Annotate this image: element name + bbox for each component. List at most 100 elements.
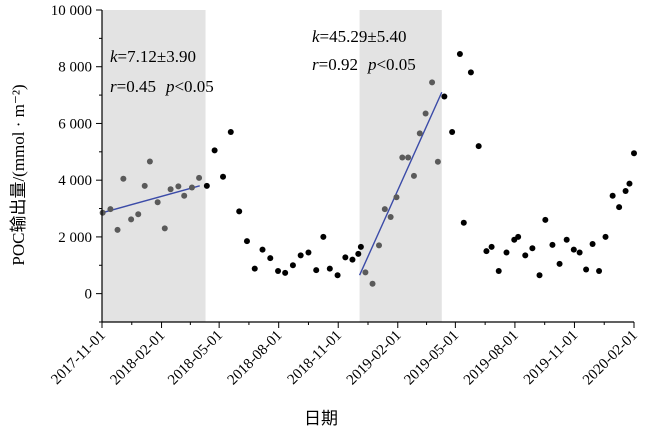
data-point-in-period: [376, 242, 383, 249]
data-point: [488, 243, 495, 250]
data-point: [589, 241, 596, 247]
data-point-in-period: [399, 154, 406, 161]
y-tick-label: 4 000: [58, 173, 92, 189]
data-point-in-period: [99, 209, 106, 216]
data-point-in-period: [410, 172, 417, 179]
data-point: [275, 267, 282, 274]
data-point: [576, 249, 583, 256]
data-point: [460, 219, 467, 226]
data-point: [349, 256, 356, 263]
data-point-in-period: [422, 110, 429, 117]
data-point-in-period: [434, 158, 441, 165]
annotation-period-1: k=7.12±3.90 r=0.45 p<0.05: [110, 47, 214, 96]
annotation-2-p-value: <0.05: [376, 55, 415, 74]
data-point-in-period: [387, 214, 394, 221]
svg-text:r=0.45p<0.05: r=0.45 p<0.05: [110, 77, 214, 96]
data-point: [326, 265, 333, 272]
data-point-in-period: [146, 158, 153, 165]
data-point: [267, 255, 274, 262]
shaded-period-2: [359, 10, 442, 322]
fit-line-1: [101, 185, 200, 214]
svg-text:r=0.92p<0.05: r=0.92 p<0.05: [312, 55, 416, 74]
data-point-in-period: [141, 182, 148, 189]
data-point-in-period: [175, 183, 182, 190]
data-point-in-period: [120, 175, 127, 182]
data-point: [549, 241, 556, 248]
annotation-2-p-label: p: [367, 55, 377, 74]
data-point: [609, 192, 616, 199]
annotation-period-2: k=45.29±5.40 r=0.92 p<0.05: [312, 27, 416, 74]
y-tick-label: 6 000: [58, 116, 92, 132]
x-tick-label: 2019-02-01: [344, 328, 405, 389]
data-point: [297, 252, 304, 259]
data-point: [467, 69, 474, 76]
x-tick-label: 2018-02-01: [108, 328, 169, 389]
data-point: [596, 267, 603, 274]
x-axis-title: 日期: [304, 409, 338, 428]
data-point-in-period: [393, 194, 400, 201]
data-point: [503, 249, 510, 256]
svg-text:k=7.12±3.90: k=7.12±3.90: [110, 47, 196, 66]
fit-line-2: [358, 91, 443, 276]
data-point: [536, 272, 543, 279]
data-point-in-period: [107, 206, 114, 213]
data-point: [357, 243, 364, 250]
data-point: [570, 246, 577, 253]
data-point-in-period: [128, 216, 135, 223]
data-point: [626, 180, 633, 187]
x-tick-label: 2018-11-01: [285, 328, 345, 388]
data-point-in-period: [167, 186, 174, 193]
data-point: [622, 187, 629, 194]
data-point: [556, 260, 563, 267]
x-tick-label: 2019-05-01: [401, 328, 462, 389]
data-point-in-period: [369, 280, 376, 287]
data-point-in-period: [135, 211, 142, 218]
data-point-in-period: [416, 130, 423, 137]
x-tick-label: 2019-11-01: [521, 328, 581, 388]
data-point: [313, 267, 320, 274]
data-point: [515, 233, 522, 240]
data-point: [211, 147, 218, 154]
y-axis-title: POC输出量/(mmol · m⁻²): [9, 84, 28, 265]
fit-lines: [101, 91, 443, 276]
shaded-periods: [102, 10, 442, 322]
annotation-2-r-label: r: [312, 55, 319, 74]
data-point-in-period: [154, 199, 161, 206]
data-point-in-period: [161, 225, 168, 232]
data-point: [355, 250, 362, 257]
data-point-in-period: [405, 154, 412, 161]
annotation-1-r-label: r: [110, 77, 117, 96]
y-tick-label: 10 000: [51, 3, 92, 19]
data-point: [522, 252, 529, 259]
annotation-2-r-value: =0.92: [319, 55, 358, 74]
data-point-in-period: [181, 192, 188, 199]
svg-text:k=45.29±5.40: k=45.29±5.40: [312, 27, 406, 46]
annotation-2-k-label: k: [312, 27, 320, 46]
data-point: [342, 254, 349, 261]
data-point: [305, 249, 312, 256]
data-points: [99, 50, 637, 287]
shaded-period-1: [102, 10, 206, 322]
annotation-1-k-value: =7.12±3.90: [118, 47, 196, 66]
data-point: [289, 262, 296, 269]
data-point: [542, 216, 549, 223]
data-point: [251, 265, 258, 272]
data-point-in-period: [114, 226, 121, 233]
data-point: [220, 173, 227, 180]
data-point: [441, 93, 448, 100]
data-point: [583, 266, 590, 273]
data-point: [631, 150, 637, 157]
y-ticks: 0 2 000 4 000 6 000 8 000 10 000: [51, 3, 102, 323]
x-ticks: 2017-11-012018-02-012018-05-012018-08-01…: [48, 322, 641, 389]
data-point-in-period: [429, 79, 436, 86]
data-point: [495, 267, 502, 274]
x-tick-label: 2017-11-01: [48, 328, 108, 388]
data-point-in-period: [196, 174, 203, 181]
data-point: [334, 272, 341, 279]
annotation-1-p-value: <0.05: [174, 77, 213, 96]
data-point: [259, 246, 266, 253]
data-point: [483, 248, 490, 255]
y-tick-label: 8 000: [58, 60, 92, 76]
y-tick-label: 0: [85, 287, 93, 303]
